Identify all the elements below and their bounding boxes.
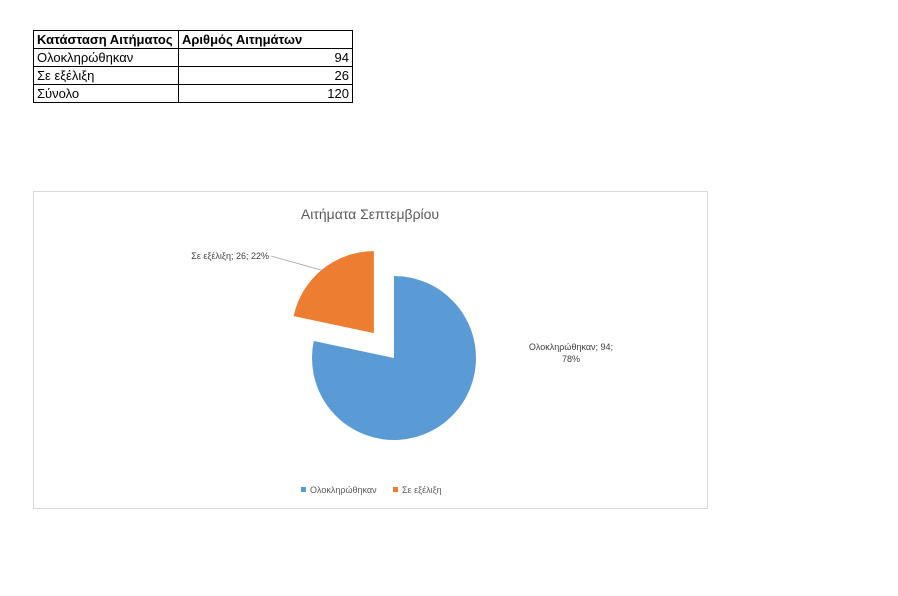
row-value: 26 <box>178 66 353 85</box>
leader-lines <box>270 255 324 272</box>
pie-slice-in-progress[interactable] <box>293 251 374 334</box>
legend: Ολοκληρώθηκαν Σε εξέλιξη <box>301 485 442 495</box>
data-label-in-progress: Σε εξέλιξη; 26; 22% <box>191 251 269 261</box>
legend-swatch <box>393 487 398 492</box>
data-labels: Ολοκληρώθηκαν; 94; 78% Σε εξέλιξη; 26; 22% <box>191 251 613 364</box>
pie-chart[interactable]: Αιτήματα Σεπτεμβρίου Ολοκληρώθηκαν; 94; 7… <box>33 191 708 509</box>
leader-line-in-progress <box>270 255 324 272</box>
row-label: Σε εξέλιξη <box>33 66 179 85</box>
pie-slice-completed[interactable] <box>312 276 476 440</box>
row-value: 120 <box>178 84 353 103</box>
legend-label: Σε εξέλιξη <box>402 485 442 495</box>
header-status: Κατάσταση Αιτήματος <box>33 30 179 49</box>
data-table: Κατάσταση Αιτήματος Αριθμός Αιτημάτων Ολ… <box>33 30 353 103</box>
pie-chart-svg: Αιτήματα Σεπτεμβρίου Ολοκληρώθηκαν; 94; 7… <box>191 206 613 495</box>
legend-label: Ολοκληρώθηκαν <box>310 485 377 495</box>
row-label: Σύνολο <box>33 84 179 103</box>
legend-swatch <box>301 487 306 492</box>
table-row: Σύνολο 120 <box>33 84 353 103</box>
table-row: Ολοκληρώθηκαν 94 <box>33 48 353 67</box>
row-value: 94 <box>178 48 353 67</box>
row-label: Ολοκληρώθηκαν <box>33 48 179 67</box>
data-label-completed: Ολοκληρώθηκαν; 94; 78% <box>529 342 613 364</box>
table-row: Σε εξέλιξη 26 <box>33 66 353 85</box>
table-header-row: Κατάσταση Αιτήματος Αριθμός Αιτημάτων <box>33 30 353 49</box>
chart-title: Αιτήματα Σεπτεμβρίου <box>301 206 439 222</box>
header-count: Αριθμός Αιτημάτων <box>178 30 353 49</box>
pie-slices <box>293 251 476 440</box>
